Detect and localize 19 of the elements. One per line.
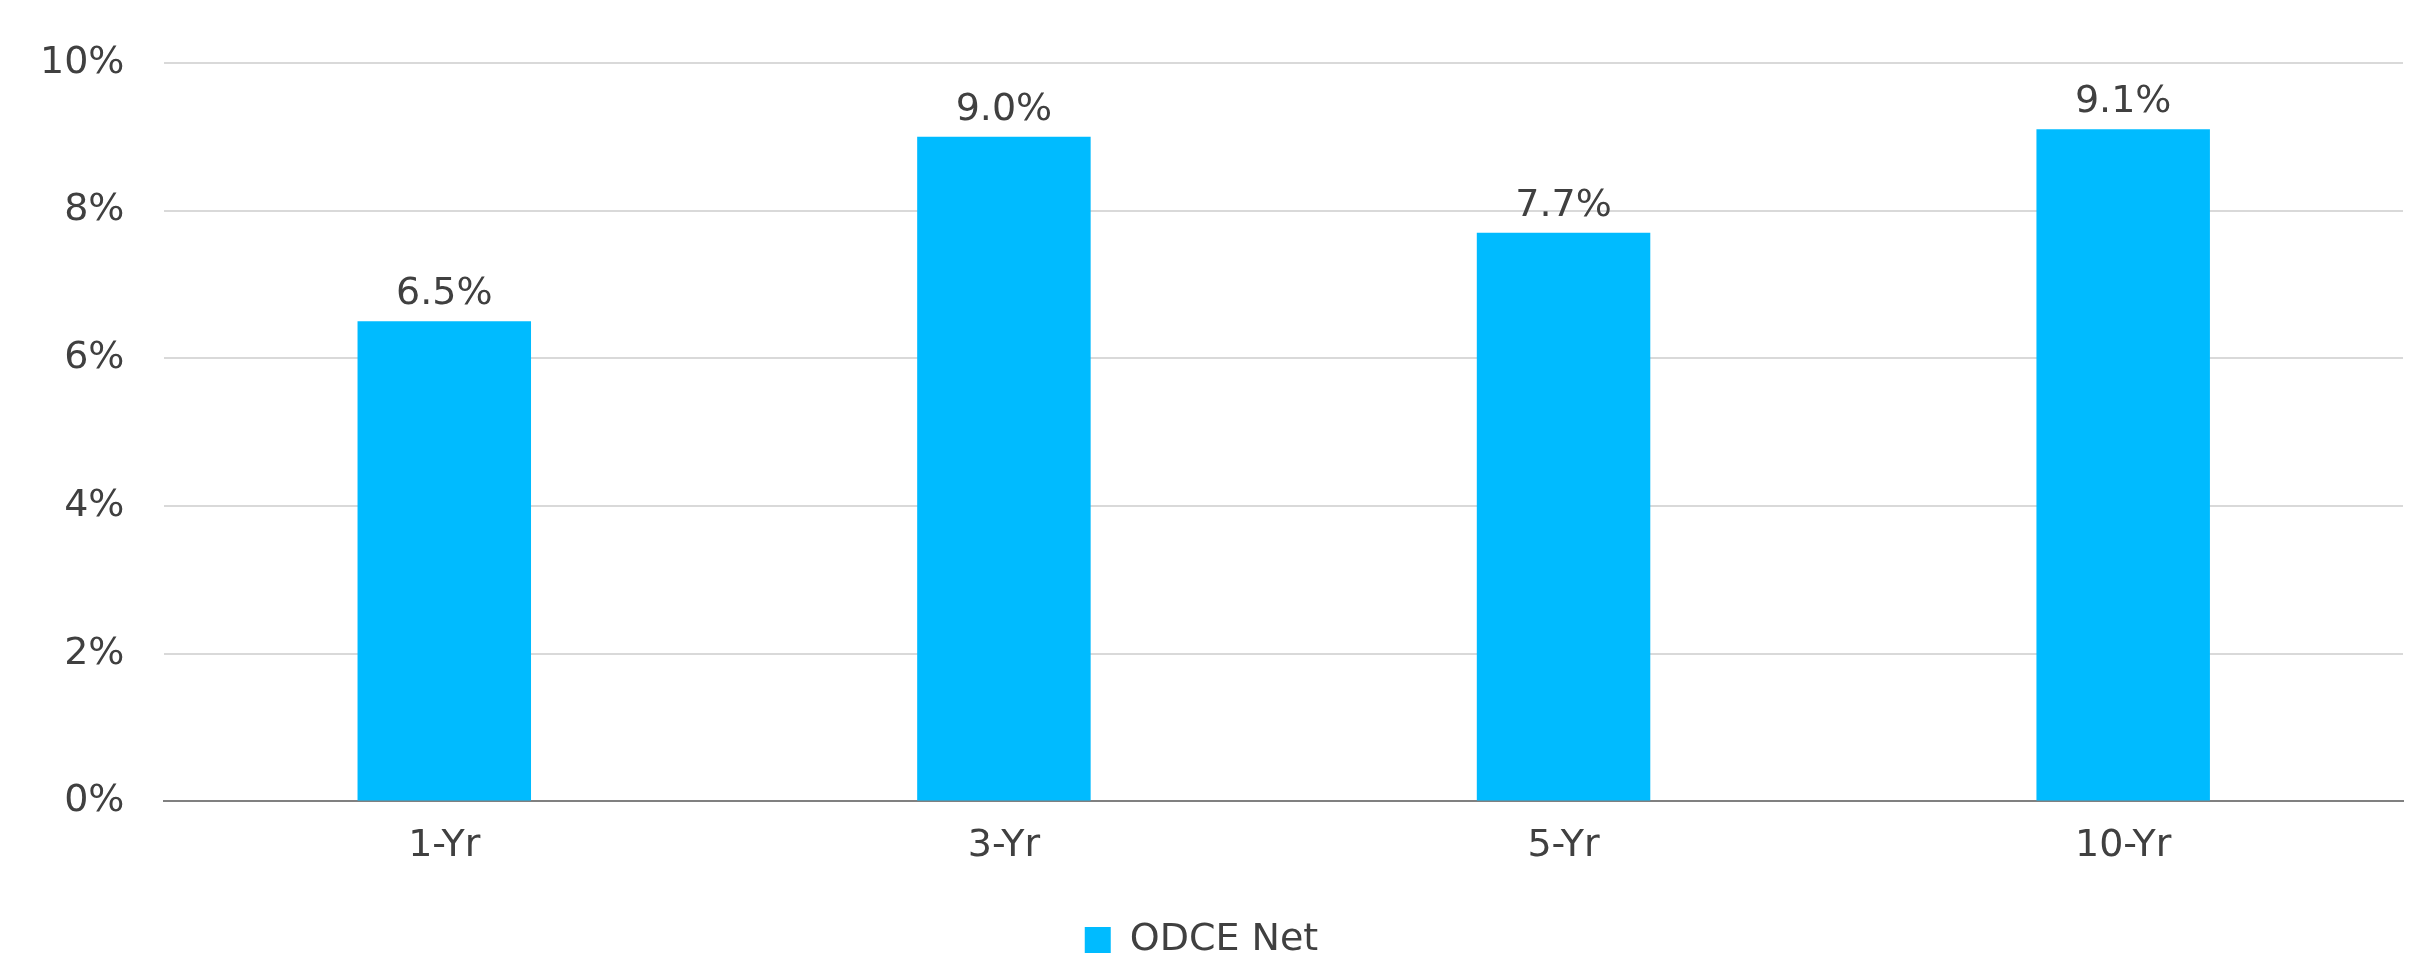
bar	[917, 136, 1091, 801]
data-label: 6.5%	[396, 269, 493, 314]
y-tick-label: 0%	[64, 776, 125, 821]
x-tick-label: 10-Yr	[2074, 821, 2172, 866]
y-tick-label: 10%	[39, 37, 125, 82]
y-tick-label: 6%	[64, 333, 125, 378]
bar	[357, 321, 532, 801]
legend-label: ODCE Net	[1129, 914, 1319, 959]
bar	[1476, 232, 1651, 801]
data-label: 9.1%	[2074, 77, 2172, 122]
x-tick-label: 5-Yr	[1527, 821, 1601, 866]
y-tick-label: 8%	[64, 185, 125, 230]
y-tick-label: 2%	[64, 628, 125, 673]
x-tick-label: 3-Yr	[967, 821, 1041, 866]
x-tick-label: 1-Yr	[408, 821, 481, 866]
y-tick-label: 4%	[64, 480, 125, 525]
data-label: 7.7%	[1515, 180, 1612, 225]
bar	[2036, 129, 2210, 801]
data-label: 9.0%	[955, 84, 1053, 129]
